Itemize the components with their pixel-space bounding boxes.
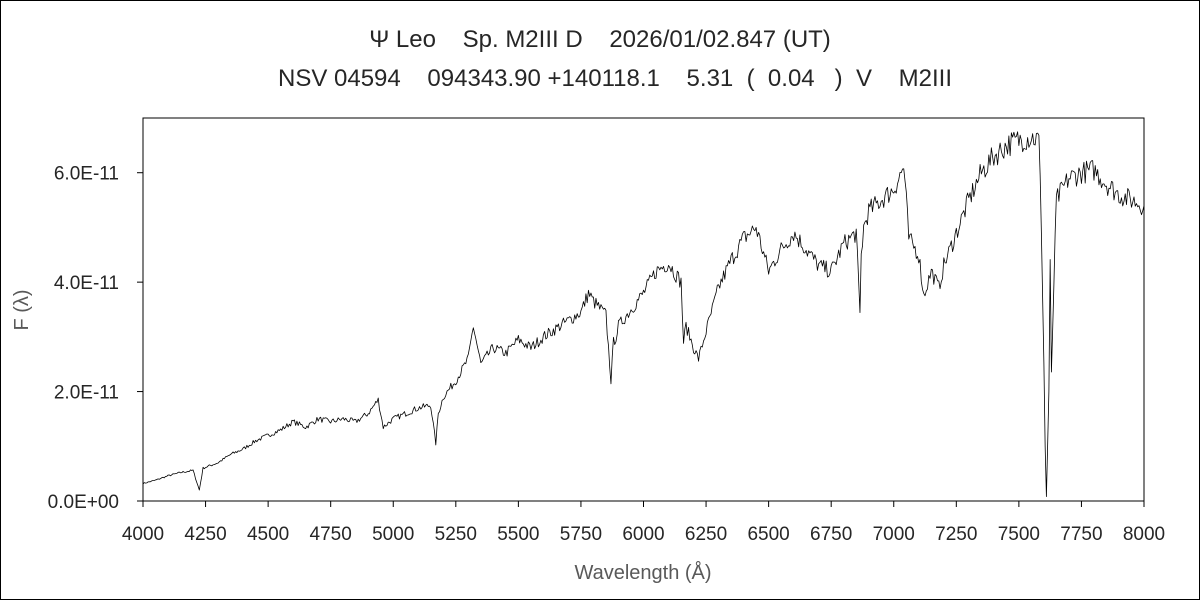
plot-area bbox=[142, 117, 1145, 502]
x-tick-label: 4000 bbox=[122, 524, 164, 545]
x-tick-label: 4250 bbox=[184, 524, 226, 545]
chart-title: Ψ Leo Sp. M2III D 2026/01/02.847 (UT) bbox=[369, 26, 831, 53]
x-tick-label: 5250 bbox=[435, 524, 477, 545]
y-axis-ticks: 0.0E+00 2.0E-11 4.0E-11 6.0E-11 bbox=[48, 164, 143, 513]
x-tick-label: 7000 bbox=[873, 524, 915, 545]
x-axis-ticks: 4000 4250 4500 4750 5000 5250 5500 5750 6000 6250… bbox=[122, 501, 1165, 545]
x-tick-label: 5500 bbox=[497, 524, 539, 545]
x-tick-label: 5750 bbox=[560, 524, 602, 545]
y-tick-label: 2.0E-11 bbox=[54, 383, 119, 404]
spectrum-line bbox=[142, 131, 1145, 497]
x-tick-label: 6500 bbox=[747, 524, 789, 545]
y-tick-label: 4.0E-11 bbox=[54, 273, 119, 294]
series-lines bbox=[142, 131, 1145, 497]
x-axis-label: Wavelength (Å) bbox=[574, 561, 711, 584]
y-tick-label: 6.0E-11 bbox=[54, 164, 119, 185]
y-axis-label: F (λ) bbox=[11, 289, 33, 330]
x-tick-label: 6250 bbox=[685, 524, 727, 545]
x-tick-label: 7500 bbox=[998, 524, 1040, 545]
x-tick-label: 7250 bbox=[935, 524, 977, 545]
x-tick-label: 6000 bbox=[622, 524, 664, 545]
x-tick-label: 6750 bbox=[810, 524, 852, 545]
x-tick-label: 8000 bbox=[1123, 524, 1165, 545]
x-tick-label: 4500 bbox=[247, 524, 289, 545]
x-tick-label: 7750 bbox=[1060, 524, 1102, 545]
chart-subtitle: NSV 04594 094343.90 +140118.1 5.31 ( 0.0… bbox=[278, 65, 952, 92]
x-tick-label: 5000 bbox=[372, 524, 414, 545]
y-tick-label: 0.0E+00 bbox=[48, 492, 119, 513]
x-tick-label: 4750 bbox=[310, 524, 352, 545]
